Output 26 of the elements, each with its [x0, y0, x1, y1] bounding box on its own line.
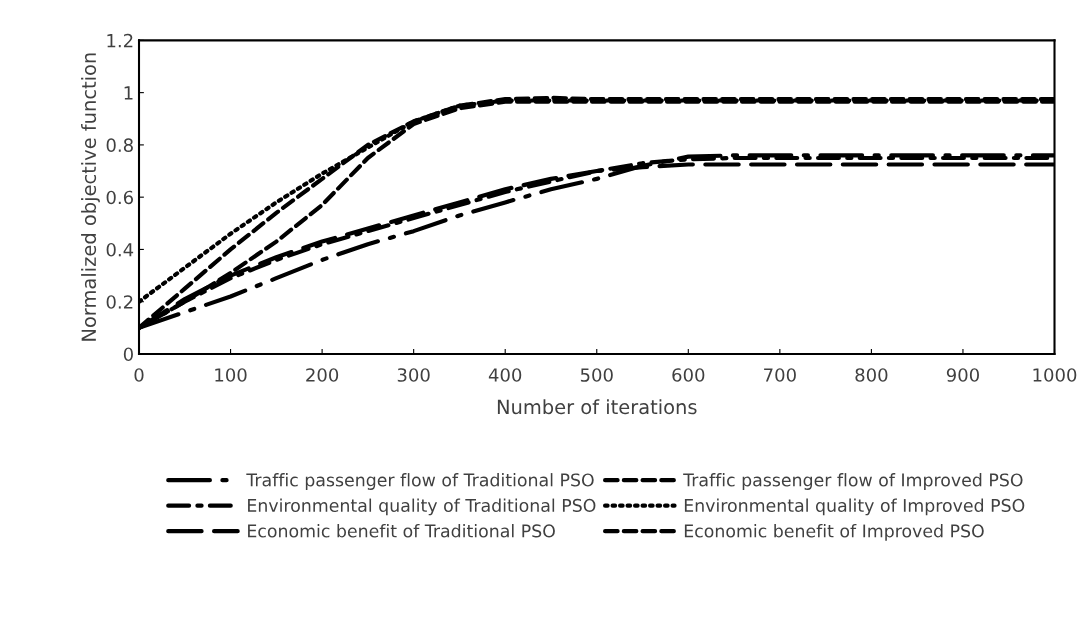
- y-tick-label: 0.2: [106, 295, 133, 309]
- x-axis-title: Number of iterations: [497, 399, 697, 415]
- y-tick-label: 1: [124, 86, 133, 100]
- y-tick-label: 0: [123, 347, 133, 362]
- x-tick-label: 100: [215, 368, 247, 382]
- legend-label: Traffic passenger flow of Improved PSO: [683, 473, 1023, 490]
- x-tick-label: 300: [397, 368, 430, 382]
- legend-label: Economic benefit of Improved PSO: [684, 524, 984, 541]
- legend-label: Traffic passenger flow of Traditional PSO: [246, 473, 594, 490]
- x-tick-label: 0: [134, 368, 144, 382]
- x-tick-label: 800: [855, 368, 888, 382]
- x-tick-label: 400: [488, 368, 522, 382]
- x-tick-label: 200: [306, 368, 339, 382]
- x-tick-label: 500: [580, 368, 613, 382]
- y-tick-label: 0.8: [106, 138, 133, 153]
- x-tick-label: 700: [764, 368, 796, 382]
- y-axis-title: Normalized objective function: [81, 53, 100, 341]
- legend-label: Environmental quality of Improved PSO: [684, 498, 1025, 516]
- legend-label: Economic benefit of Traditional PSO: [248, 524, 555, 538]
- y-tick-label: 0.4: [106, 242, 134, 257]
- legend-label: Environmental quality of Traditional PSO: [248, 498, 596, 516]
- y-tick-label: 1.2: [107, 33, 133, 48]
- x-tick-label: 600: [672, 368, 705, 382]
- x-tick-label: 900: [946, 368, 979, 382]
- y-tick-label: 0.6: [106, 190, 134, 205]
- x-tick-label: 1000: [1033, 368, 1077, 382]
